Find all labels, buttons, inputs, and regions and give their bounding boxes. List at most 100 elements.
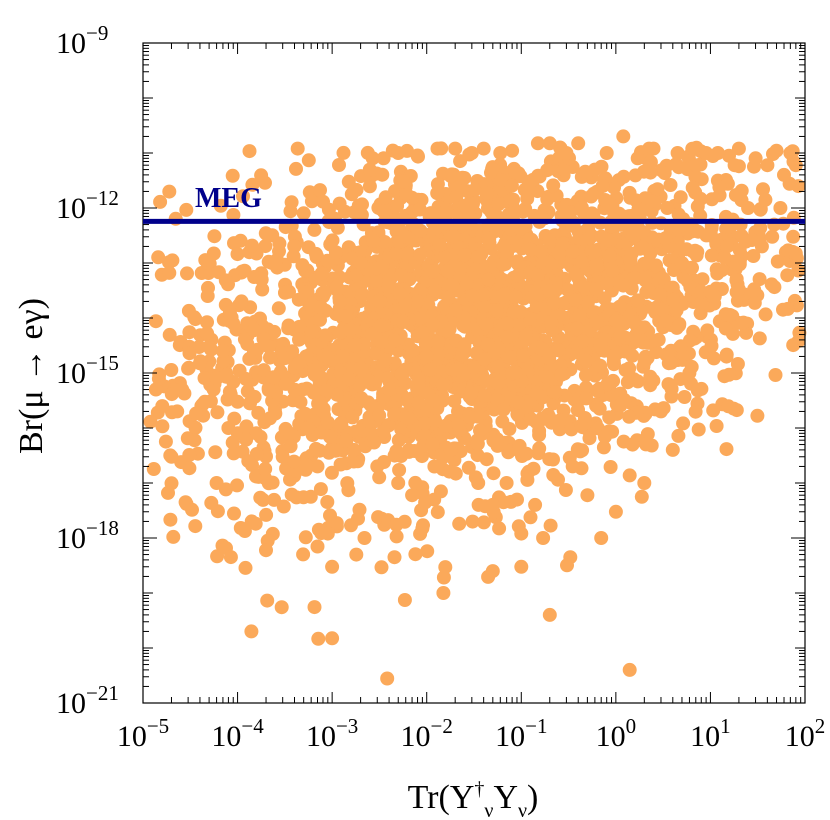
data-point <box>405 488 420 503</box>
data-point <box>391 146 406 160</box>
data-point <box>391 476 406 490</box>
data-point <box>362 162 377 177</box>
cloud-point <box>510 268 525 283</box>
cloud-point <box>461 460 476 475</box>
cloud-point <box>671 428 686 443</box>
cloud-point <box>658 231 673 246</box>
cloud-point <box>719 442 734 457</box>
x-tick-base: 10 <box>495 720 525 753</box>
data-point <box>254 272 269 287</box>
cloud-point <box>225 168 240 183</box>
cloud-point <box>768 368 783 382</box>
x-tick-exponent: −3 <box>336 714 358 738</box>
cloud-point <box>532 441 547 456</box>
data-point <box>499 476 514 490</box>
cloud-point <box>345 410 360 425</box>
cloud-point <box>709 419 724 433</box>
cloud-point <box>227 506 241 521</box>
cloud-point <box>578 368 593 383</box>
cloud-point <box>731 282 746 297</box>
cloud-point <box>341 483 356 498</box>
cloud-point <box>425 317 440 332</box>
cloud-point <box>523 242 538 257</box>
cloud-point <box>204 495 219 510</box>
data-point <box>215 344 230 359</box>
cloud-point <box>623 190 638 205</box>
cloud-point <box>543 518 558 533</box>
cloud-point <box>266 370 281 385</box>
cloud-point <box>574 418 589 433</box>
cloud-point <box>411 371 426 386</box>
data-point <box>646 141 661 156</box>
cloud-point <box>746 249 761 263</box>
y-tick-exponent: −15 <box>86 351 119 375</box>
cloud-point <box>411 395 426 410</box>
cloud-point <box>646 373 661 388</box>
data-point <box>430 141 445 156</box>
y-tick-label: 10−18 <box>56 516 119 555</box>
data-point <box>202 339 217 354</box>
data-point <box>622 662 637 677</box>
cloud-point <box>516 348 530 363</box>
cloud-point <box>405 343 420 358</box>
cloud-point <box>496 402 511 417</box>
cloud-point <box>611 314 626 329</box>
data-point <box>155 399 170 414</box>
scatter-points <box>143 129 806 677</box>
cloud-point <box>372 408 387 423</box>
cloud-point <box>490 303 505 318</box>
y-tick-exponent: −21 <box>86 681 119 705</box>
data-point <box>346 442 361 457</box>
cloud-point <box>497 287 512 302</box>
cloud-point <box>640 427 655 442</box>
cloud-point <box>320 415 335 430</box>
cloud-point <box>596 440 611 455</box>
data-point <box>616 129 631 144</box>
data-point <box>688 158 703 173</box>
data-point <box>769 143 784 158</box>
data-point <box>316 194 330 209</box>
data-point <box>268 256 283 270</box>
cloud-point <box>593 337 608 352</box>
cloud-point <box>500 316 515 331</box>
cloud-point <box>389 444 404 459</box>
cloud-point <box>704 248 719 263</box>
data-point <box>457 339 472 354</box>
cloud-point <box>673 190 688 205</box>
cloud-point <box>677 390 692 404</box>
cloud-point <box>723 308 737 322</box>
cloud-point <box>486 466 501 481</box>
cloud-point <box>491 359 505 374</box>
data-point <box>777 167 791 182</box>
cloud-point <box>597 429 612 444</box>
cloud-point <box>330 387 344 402</box>
x-tick-label: 101 <box>690 714 731 753</box>
cloud-point <box>393 286 407 301</box>
cloud-point <box>362 179 377 194</box>
cloud-point <box>570 403 585 418</box>
data-point <box>287 239 302 254</box>
cloud-point <box>200 326 215 341</box>
cloud-point <box>238 560 253 575</box>
cloud-point <box>426 264 440 279</box>
cloud-point <box>293 395 308 410</box>
x-tick-label: 100 <box>596 714 637 753</box>
cloud-point <box>438 560 453 575</box>
cloud-point <box>256 492 270 507</box>
cloud-point <box>162 265 177 280</box>
cloud-point <box>476 515 491 530</box>
data-point <box>143 414 158 429</box>
cloud-point <box>189 406 204 421</box>
cloud-point <box>396 174 411 189</box>
cloud-point <box>391 433 406 448</box>
cloud-point <box>634 489 649 504</box>
cloud-point <box>387 550 402 565</box>
data-point <box>164 449 179 464</box>
cloud-point <box>364 398 378 413</box>
cloud-point <box>477 299 491 314</box>
data-point <box>754 239 769 254</box>
cloud-point <box>296 547 311 562</box>
cloud-point <box>644 194 659 209</box>
cloud-point <box>412 202 427 217</box>
y-tick-label: 10−12 <box>56 186 119 225</box>
